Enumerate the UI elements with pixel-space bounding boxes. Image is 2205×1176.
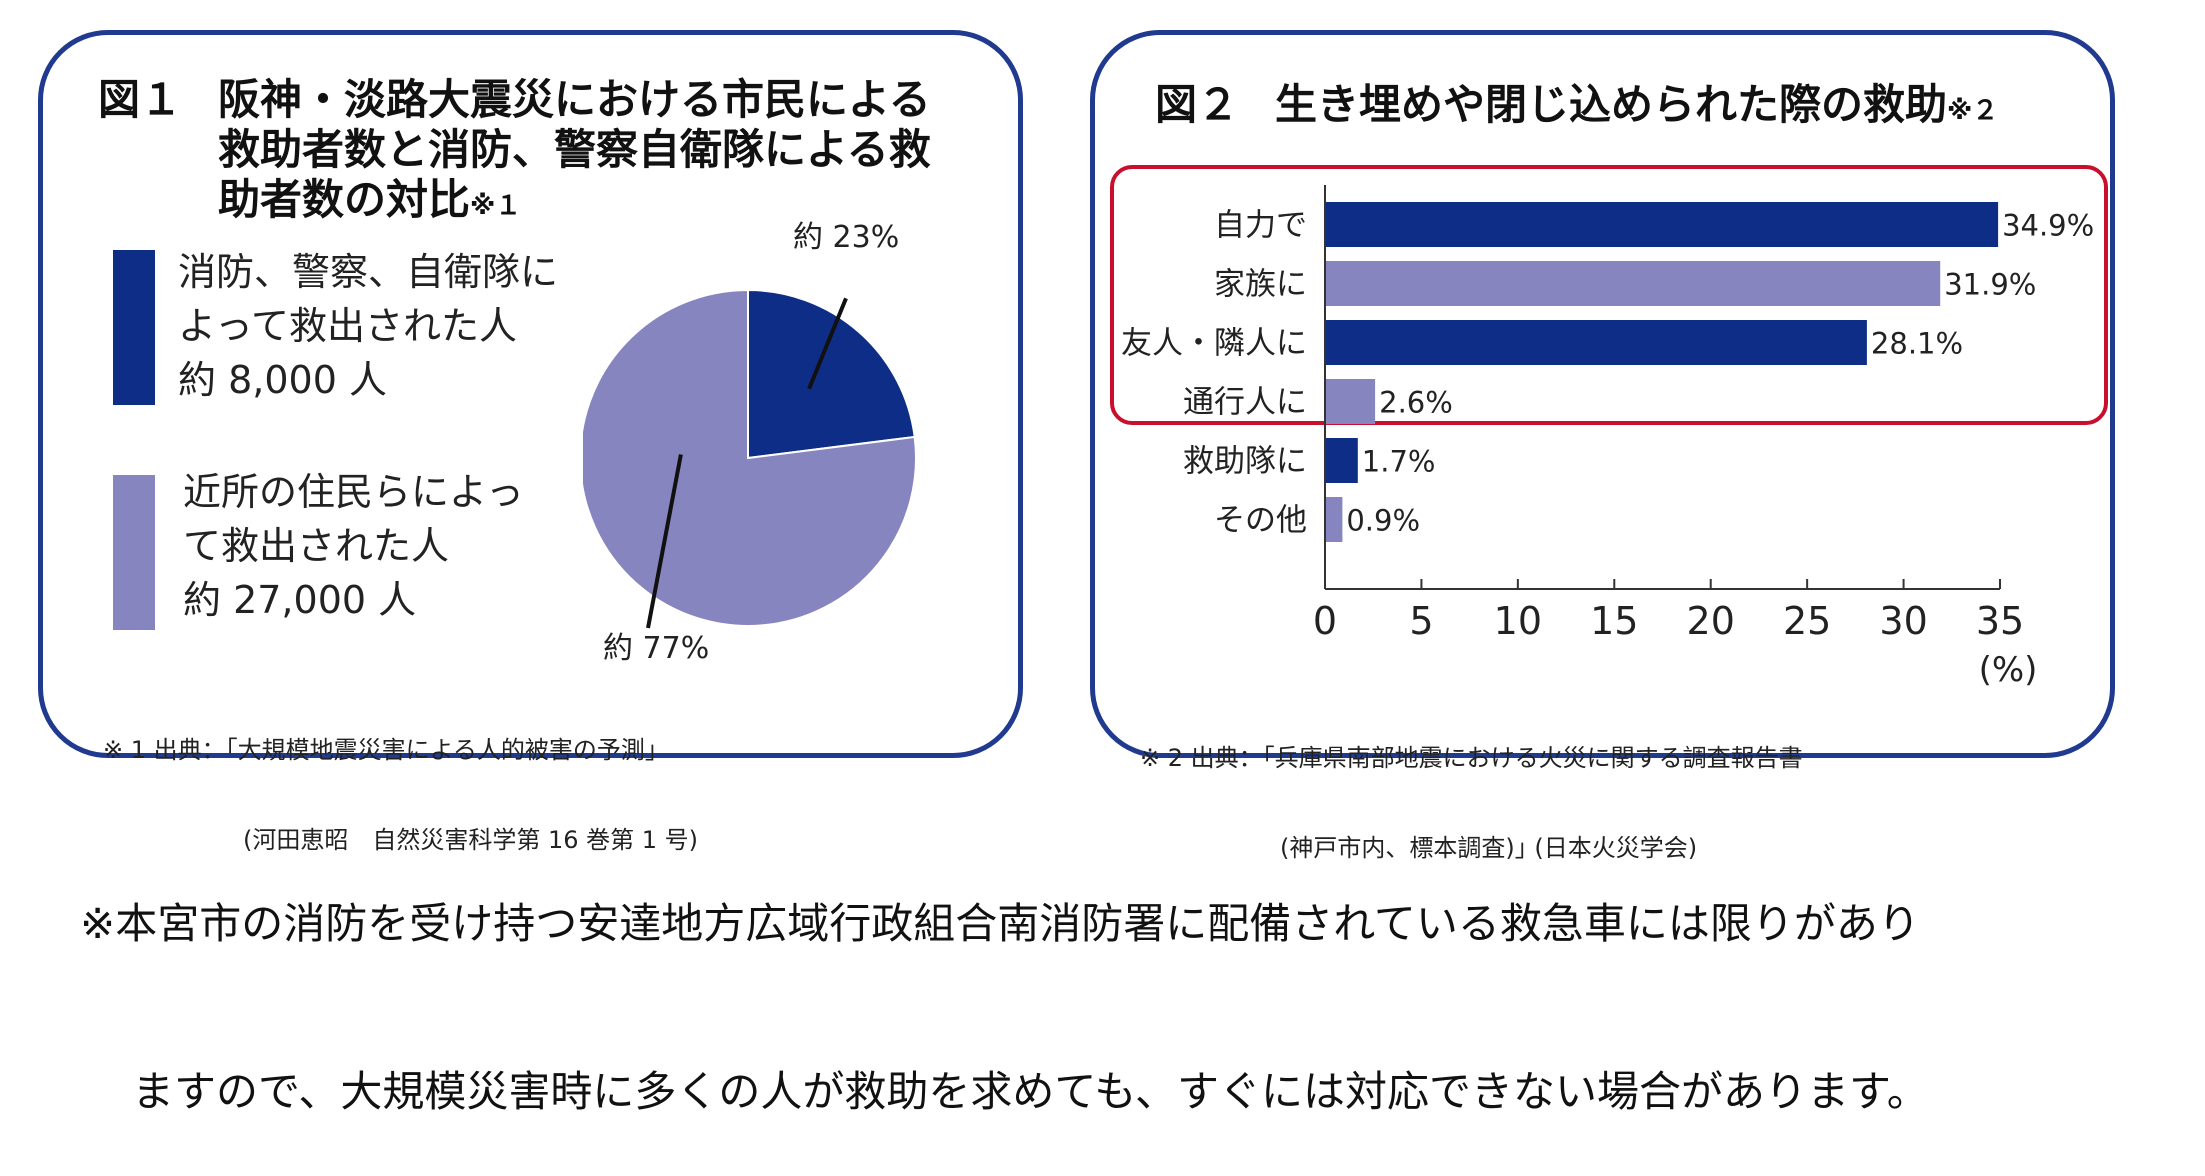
legend-swatch-responders — [113, 250, 155, 405]
figure2-panel: 図２ 生き埋めや閉じ込められた際の救助※２ 自力で 34.9% 家族に 31.9% 友人・… — [1090, 30, 2115, 862]
figure2-source-line1: ※ 2 出典：｢兵庫県南部地震における火災に関する調査報告書 — [1140, 744, 1803, 772]
footnote-line2: ますので、大規模災害時に多くの人が救助を求めても、すぐには対応できない場合があり… — [132, 1067, 1929, 1116]
bar — [1325, 202, 1999, 247]
figure1-number: 図１ — [98, 75, 183, 124]
value-label: 2.6% — [1379, 386, 1453, 420]
x-tick-label: 35 — [1976, 599, 2024, 643]
category-label: 自力で — [1214, 208, 1307, 244]
figure1-title-line1: 阪神・淡路大震災における市民による — [218, 75, 931, 124]
figure1-title: 図１ 阪神・淡路大震災における市民による 救助者数と消防、警察自衛隊による救 助者… — [98, 75, 978, 231]
bar — [1325, 320, 1867, 365]
category-label: 救助隊に — [1183, 444, 1307, 480]
x-axis-unit: (%) — [1979, 650, 2038, 690]
value-label: 31.9% — [1944, 268, 2036, 302]
legend-text-neighbors: 近所の住民らによっ て救出された人 約 27,000 人 — [183, 465, 524, 627]
figure2-title-note: ※２ — [1947, 96, 1999, 126]
category-label: 通行人に — [1183, 385, 1307, 421]
figure1-title-line3: 助者数の対比 — [218, 175, 471, 224]
figure2-number: 図２ — [1155, 80, 1240, 129]
figure1-source: ※ 1 出典：｢大規模地震災害による人的被害の予測｣ (河田恵昭 自然災害科学第… — [103, 675, 698, 915]
x-tick-label: 30 — [1879, 599, 1927, 643]
pie-label: 約 77% — [603, 631, 709, 665]
figure1-source-line1: ※ 1 出典：｢大規模地震災害による人的被害の予測｣ — [103, 736, 657, 764]
category-label: その他 — [1214, 503, 1307, 539]
category-label: 家族に — [1214, 267, 1307, 303]
x-tick-label: 5 — [1409, 599, 1433, 643]
highlight-box — [1110, 165, 2108, 425]
pie-slice — [747, 288, 916, 460]
value-label: 28.1% — [1871, 327, 1963, 361]
value-label: 34.9% — [2002, 209, 2094, 243]
bar-chart: 自力で 34.9% 家族に 31.9% 友人・隣人に 28.1% 通行人に 2.6% 救助隊に 1… — [1121, 185, 2094, 690]
bar — [1325, 438, 1358, 483]
legend-neighbors-line1: 近所の住民らによっ — [183, 470, 524, 514]
figure1-source-line2: (河田恵昭 自然災害科学第 16 巻第 1 号) — [243, 826, 699, 854]
x-tick-label: 15 — [1590, 599, 1638, 643]
legend-responders-line3: 約 8,000 人 — [178, 358, 387, 402]
figure2-source: ※ 2 出典：｢兵庫県南部地震における火災に関する調査報告書 (神戸市内、標本調… — [1140, 683, 1803, 923]
x-tick-label: 10 — [1494, 599, 1542, 643]
pie-leader-line — [807, 297, 848, 390]
pie-label: 約 23% — [793, 220, 899, 255]
figure2-title: 図２ 生き埋めや閉じ込められた際の救助※２ — [1155, 80, 1998, 136]
bar — [1325, 261, 1941, 306]
figure1-title-line2: 救助者数と消防、警察自衛隊による救 — [218, 125, 931, 174]
pie-leader-line — [646, 454, 683, 629]
x-tick-label: 20 — [1687, 599, 1735, 643]
figure1-title-note: ※１ — [470, 191, 522, 221]
figure1-panel: 図１ 阪神・淡路大震災における市民による 救助者数と消防、警察自衛隊による救 助者… — [38, 30, 1023, 854]
legend-text-responders: 消防、警察、自衛隊に よって救出された人 約 8,000 人 — [178, 245, 558, 407]
legend-responders-line1: 消防、警察、自衛隊に — [178, 250, 559, 294]
footnote: ※本宮市の消防を受け持つ安達地方広域行政組合南消防署に配備されている救急車には限… — [80, 784, 1929, 1176]
x-tick-label: 25 — [1783, 599, 1831, 643]
pie-chart: 約 23% 約 77% — [583, 220, 918, 665]
bar — [1325, 497, 1343, 542]
category-label: 友人・隣人に — [1121, 326, 1307, 362]
legend-swatch-neighbors — [113, 475, 155, 630]
legend-neighbors-line3: 約 27,000 人 — [183, 578, 417, 622]
value-label: 0.9% — [1346, 504, 1420, 538]
bar — [1325, 379, 1376, 424]
value-label: 1.7% — [1362, 445, 1436, 479]
x-tick-label: 0 — [1313, 599, 1337, 643]
legend-neighbors-line2: て救出された人 — [183, 524, 450, 568]
figure2-source-line2: (神戸市内、標本調査)｣ (日本火災学会) — [1280, 834, 1698, 862]
figure2-title-text: 生き埋めや閉じ込められた際の救助 — [1275, 80, 1948, 129]
footnote-line1: ※本宮市の消防を受け持つ安達地方広域行政組合南消防署に配備されている救急車には限… — [80, 899, 1920, 948]
legend-responders-line2: よって救出された人 — [178, 304, 517, 348]
